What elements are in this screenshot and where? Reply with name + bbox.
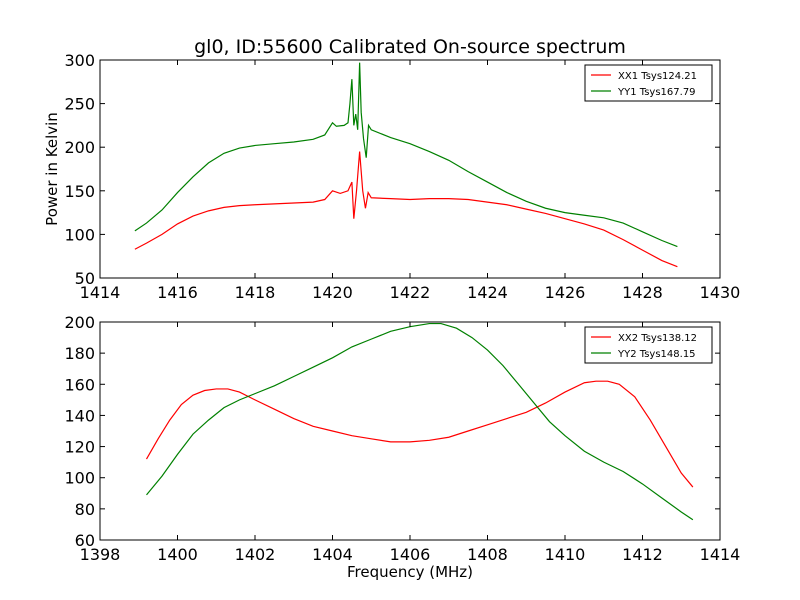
x-tick-label: 1414 <box>700 545 741 564</box>
y-tick-label: 100 <box>64 225 95 244</box>
x-tick-label: 1412 <box>622 545 663 564</box>
legend: XX1 Tsys124.21 YY1 Tsys167.79 <box>584 64 713 102</box>
y-tick-label: 100 <box>64 469 95 488</box>
series-line-yy2 <box>146 322 694 521</box>
x-tick-label: 1416 <box>157 283 198 302</box>
legend-label: YY2 Tsys148.15 <box>617 349 696 360</box>
legend-box <box>584 326 713 364</box>
legend-box <box>584 64 713 102</box>
x-tick-label: 1410 <box>545 545 586 564</box>
x-tick-label: 1430 <box>700 283 741 302</box>
y-tick-label: 160 <box>64 375 95 394</box>
x-tick-label: 1402 <box>235 545 276 564</box>
y-tick-label: 180 <box>64 344 95 363</box>
x-tick-label: 1428 <box>622 283 663 302</box>
legend-label: XX1 Tsys124.21 <box>618 71 697 82</box>
y-tick-label: 200 <box>64 138 95 157</box>
x-tick-label: 1406 <box>390 545 431 564</box>
x-tick-label: 1420 <box>312 283 353 302</box>
y-tick-label: 150 <box>64 182 95 201</box>
y-axis-label: Power in Kelvin <box>43 112 61 226</box>
y-tick-label: 80 <box>75 500 95 519</box>
y-tick-label: 250 <box>64 95 95 114</box>
x-tick-label: 1424 <box>467 283 508 302</box>
legend-label: YY1 Tsys167.79 <box>617 87 696 98</box>
x-tick-label: 1422 <box>390 283 431 302</box>
x-tick-label: 1418 <box>235 283 276 302</box>
y-tick-label: 300 <box>64 51 95 70</box>
series-line-yy1 <box>134 62 678 248</box>
legend-label: XX2 Tsys138.12 <box>618 333 697 344</box>
legend: XX2 Tsys138.12 YY2 Tsys148.15 <box>584 326 713 364</box>
x-tick-label: 1404 <box>312 545 353 564</box>
y-tick-label: 120 <box>64 438 95 457</box>
y-tick-label: 50 <box>75 269 95 288</box>
y-tick-label: 200 <box>64 313 95 332</box>
x-tick-label: 1398 <box>80 545 121 564</box>
series-line-xx1 <box>134 151 678 268</box>
x-tick-label: 1426 <box>545 283 586 302</box>
plot-panel-1: 1414 1416 1418 1420 1422 1424 1426 1428 1430 50 10… <box>43 36 740 302</box>
y-tick-label: 60 <box>75 531 95 550</box>
y-tick-label: 140 <box>64 406 95 425</box>
x-tick-label: 1408 <box>467 545 508 564</box>
x-tick-label: 1414 <box>80 283 121 302</box>
chart-title: gl0, ID:55600 Calibrated On-source spect… <box>194 36 626 58</box>
plot-panel-2: 1398 1400 1402 1404 1406 1408 1410 1412 1414 60 80… <box>64 313 740 581</box>
x-tick-label: 1400 <box>157 545 198 564</box>
x-axis-label: Frequency (MHz) <box>347 563 473 581</box>
series-line-xx2 <box>145 380 694 488</box>
